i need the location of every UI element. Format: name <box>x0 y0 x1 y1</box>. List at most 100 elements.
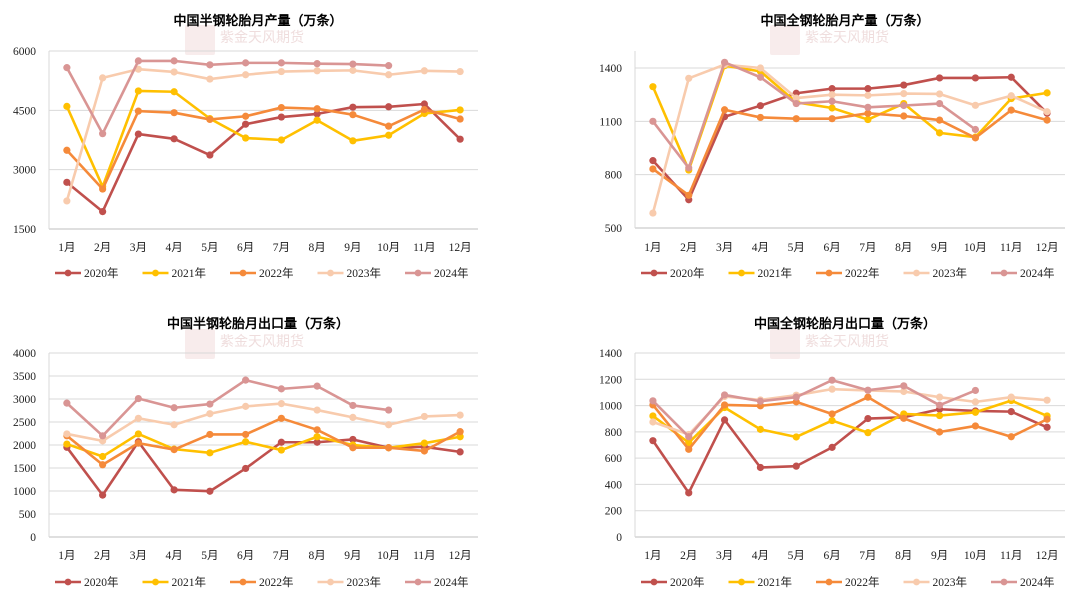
data-point <box>277 67 285 76</box>
data-point <box>1007 73 1015 81</box>
x-tick-label: 8月 <box>895 550 912 562</box>
data-point <box>456 135 464 143</box>
data-point <box>99 185 107 193</box>
data-point <box>1043 423 1051 431</box>
series-2023 <box>63 65 464 205</box>
data-point <box>277 136 285 144</box>
data-point <box>206 449 214 457</box>
data-point <box>277 400 285 408</box>
y-tick-label: 1400 <box>599 348 622 360</box>
data-point <box>864 115 872 124</box>
legend-marker <box>825 269 833 277</box>
data-point <box>63 440 71 448</box>
series-line <box>66 402 461 443</box>
data-point <box>1043 108 1051 116</box>
data-point <box>313 105 321 113</box>
x-tick-label: 8月 <box>309 550 326 562</box>
legend-item: 2024年 <box>991 575 1055 589</box>
data-point <box>420 447 428 455</box>
data-point <box>385 444 393 452</box>
series-line <box>651 63 1048 214</box>
data-point <box>900 382 908 390</box>
data-point <box>685 433 693 441</box>
series-2023 <box>649 61 1051 217</box>
data-point <box>900 101 908 110</box>
series-line <box>65 106 461 191</box>
data-point <box>242 59 250 67</box>
legend-item: 2021年 <box>728 575 792 589</box>
data-point <box>349 137 357 145</box>
chart-panel-4: 紫金天风期货 中国全钢轮胎月出口量（万条） 0 200 400 600 800 1000 120… <box>599 316 1065 589</box>
data-point <box>313 60 321 68</box>
y-tick-label: 500 <box>19 509 37 521</box>
series-line <box>651 395 1048 451</box>
data-point <box>313 382 321 390</box>
x-tick-label: 12月 <box>1036 242 1059 254</box>
data-point <box>242 464 250 473</box>
data-point <box>792 462 800 470</box>
data-point <box>277 59 285 67</box>
chart-title: 中国全钢轮胎月产量（万条） <box>760 13 929 28</box>
data-point <box>1007 393 1015 401</box>
y-tick-label: 4500 <box>13 105 36 117</box>
legend-marker <box>239 269 247 277</box>
data-point <box>420 67 428 75</box>
x-tick-label: 1月 <box>58 550 75 562</box>
x-tick-label: 9月 <box>931 242 948 254</box>
x-tick-label: 3月 <box>716 242 733 254</box>
data-point <box>935 74 944 82</box>
data-point <box>456 433 464 441</box>
data-point <box>63 197 71 205</box>
data-point <box>935 428 944 436</box>
legend-label: 2024年 <box>434 575 469 589</box>
data-point <box>864 103 872 111</box>
data-point <box>649 397 657 405</box>
legend-marker <box>152 269 159 277</box>
data-point <box>206 430 214 439</box>
data-point <box>649 157 657 165</box>
data-point <box>349 444 357 452</box>
y-tick-label: 3500 <box>13 371 36 383</box>
y-tick-label: 2000 <box>13 440 36 452</box>
data-point <box>313 426 321 434</box>
data-point <box>456 428 464 436</box>
data-point <box>900 81 908 89</box>
legend-marker <box>650 269 658 277</box>
data-point <box>720 401 729 409</box>
legend-item: 2024年 <box>991 266 1055 280</box>
legend-item: 2024年 <box>405 266 469 280</box>
data-point <box>456 67 464 76</box>
data-point <box>900 414 908 422</box>
data-point <box>170 57 178 65</box>
legend-item: 2023年 <box>317 266 381 280</box>
legend-label: 2022年 <box>845 575 880 589</box>
data-point <box>756 397 765 405</box>
data-point <box>385 71 393 79</box>
y-tick-label: 6000 <box>13 46 36 58</box>
legend-marker <box>650 578 658 586</box>
data-point <box>242 438 250 446</box>
data-point <box>134 414 142 422</box>
data-point <box>900 90 908 98</box>
data-point <box>828 385 836 393</box>
series-line <box>65 89 461 188</box>
x-tick-label: 10月 <box>377 550 400 562</box>
data-point <box>828 97 836 105</box>
legend-item: 2024年 <box>405 575 469 589</box>
data-point <box>99 452 107 461</box>
data-point <box>685 164 693 172</box>
legend-marker <box>414 269 422 277</box>
data-point <box>206 487 214 495</box>
x-tick-label: 11月 <box>1000 242 1023 254</box>
data-point <box>864 91 872 99</box>
chart-title: 中国全钢轮胎月出口量（万条） <box>754 316 936 331</box>
legend-marker <box>239 578 247 586</box>
y-tick-label: 800 <box>605 170 623 182</box>
x-tick-label: 7月 <box>859 550 876 562</box>
x-tick-label: 11月 <box>413 550 436 562</box>
data-point <box>242 376 250 384</box>
data-point <box>385 62 393 70</box>
data-point <box>456 115 464 123</box>
